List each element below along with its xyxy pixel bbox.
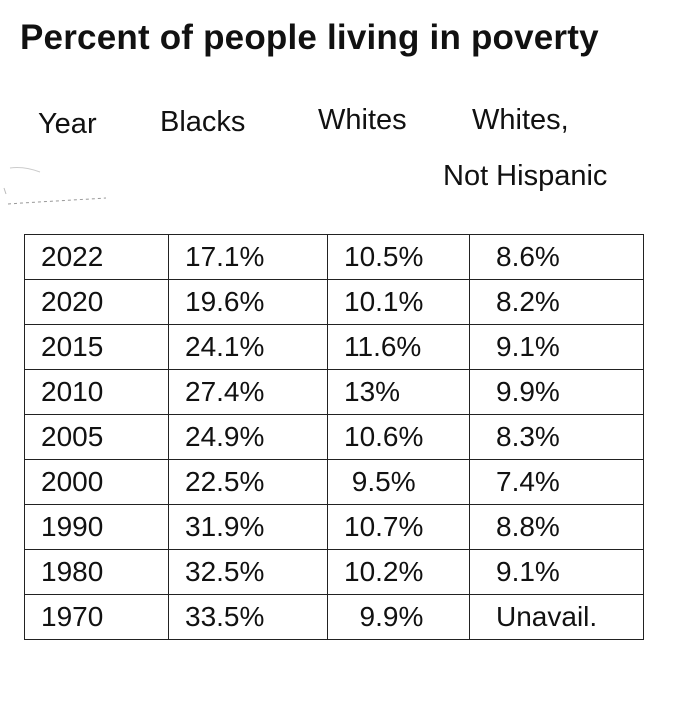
cell-whites-not-hispanic: 8.6% xyxy=(469,234,644,280)
cell-year: 1990 xyxy=(24,504,169,550)
cell-blacks: 31.9% xyxy=(168,504,328,550)
cell-year: 2005 xyxy=(24,414,169,460)
cell-whites: 10.1% xyxy=(327,279,470,325)
table-row: 2015 24.1% 11.6% 9.1% xyxy=(24,324,644,370)
cell-whites: 10.2% xyxy=(327,549,470,595)
cell-blacks: 17.1% xyxy=(168,234,328,280)
pencil-scribble-mark xyxy=(3,167,107,205)
cell-blacks: 33.5% xyxy=(168,594,328,640)
poverty-table: 2022 17.1% 10.5% 8.6% 2020 19.6% 10.1% 8.2% 2015… xyxy=(24,234,644,640)
table-row: 2000 22.5% 9.5% 7.4% xyxy=(24,459,644,505)
cell-blacks: 19.6% xyxy=(168,279,328,325)
page-title: Percent of people living in poverty xyxy=(20,18,599,57)
cell-year: 2020 xyxy=(24,279,169,325)
cell-blacks: 24.9% xyxy=(168,414,328,460)
cell-year: 2022 xyxy=(24,234,169,280)
header-year: Year xyxy=(38,108,97,140)
cell-blacks: 22.5% xyxy=(168,459,328,505)
cell-whites-not-hispanic: 9.9% xyxy=(469,369,644,415)
cell-year: 2010 xyxy=(24,369,169,415)
cell-year: 1980 xyxy=(24,549,169,595)
cell-whites: 9.5% xyxy=(327,459,470,505)
cell-whites-not-hispanic: 9.1% xyxy=(469,324,644,370)
header-whites-not-hispanic-line1: Whites, xyxy=(472,104,569,136)
table-row: 1990 31.9% 10.7% 8.8% xyxy=(24,504,644,550)
header-whites: Whites xyxy=(318,104,407,136)
cell-year: 2015 xyxy=(24,324,169,370)
cell-whites: 11.6% xyxy=(327,324,470,370)
table-row: 2010 27.4% 13% 9.9% xyxy=(24,369,644,415)
cell-whites: 13% xyxy=(327,369,470,415)
table-row: 2022 17.1% 10.5% 8.6% xyxy=(24,234,644,280)
cell-whites-not-hispanic: 7.4% xyxy=(469,459,644,505)
cell-year: 1970 xyxy=(24,594,169,640)
table-row: 1970 33.5% 9.9% Unavail. xyxy=(24,594,644,640)
cell-blacks: 24.1% xyxy=(168,324,328,370)
cell-whites-not-hispanic: Unavail. xyxy=(469,594,644,640)
cell-whites-not-hispanic: 9.1% xyxy=(469,549,644,595)
poverty-table-body: 2022 17.1% 10.5% 8.6% 2020 19.6% 10.1% 8.2% 2015… xyxy=(24,234,644,640)
cell-whites: 10.7% xyxy=(327,504,470,550)
cell-whites: 9.9% xyxy=(327,594,470,640)
header-blacks: Blacks xyxy=(160,106,246,138)
table-row: 2005 24.9% 10.6% 8.3% xyxy=(24,414,644,460)
cell-whites-not-hispanic: 8.2% xyxy=(469,279,644,325)
table-row: 1980 32.5% 10.2% 9.1% xyxy=(24,549,644,595)
cell-whites-not-hispanic: 8.3% xyxy=(469,414,644,460)
cell-whites: 10.6% xyxy=(327,414,470,460)
cell-whites: 10.5% xyxy=(327,234,470,280)
cell-whites-not-hispanic: 8.8% xyxy=(469,504,644,550)
cell-blacks: 32.5% xyxy=(168,549,328,595)
cell-blacks: 27.4% xyxy=(168,369,328,415)
cell-year: 2000 xyxy=(24,459,169,505)
header-whites-not-hispanic-line2: Not Hispanic xyxy=(443,160,608,192)
table-row: 2020 19.6% 10.1% 8.2% xyxy=(24,279,644,325)
